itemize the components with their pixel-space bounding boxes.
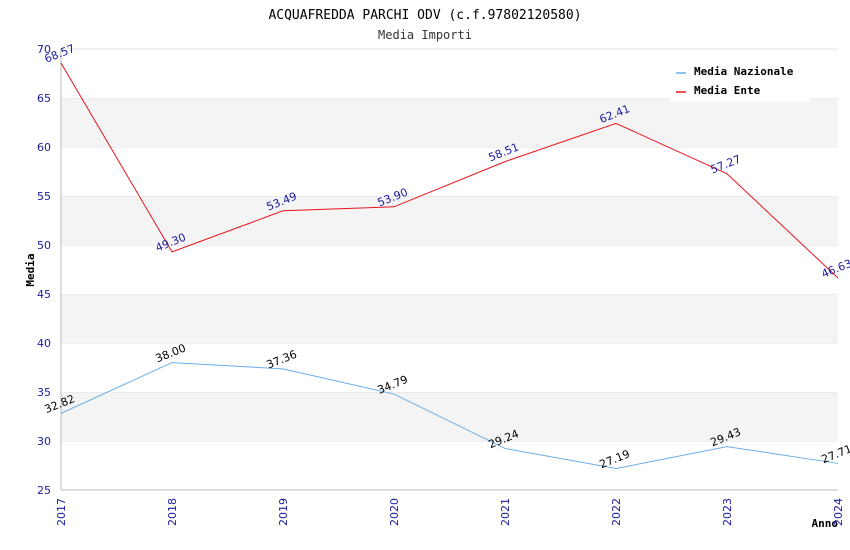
series-lines [60, 62, 839, 470]
grid-band [61, 98, 838, 147]
x-tick-label: 2017 [55, 498, 68, 526]
grid-band [61, 147, 838, 196]
y-tick-labels: 25 30 35 40 45 50 55 60 65 70 [37, 43, 51, 497]
grid-band [61, 343, 838, 392]
grid-band [61, 441, 838, 490]
y-axis-label: Media [24, 253, 37, 286]
series-line-media-ente [60, 62, 839, 279]
grid-band [61, 294, 838, 343]
y-tick-label: 50 [37, 239, 51, 252]
y-tick-label: 45 [37, 288, 51, 301]
axes [60, 49, 838, 491]
x-tick-label: 2022 [610, 498, 623, 526]
x-tick-label: 2018 [166, 498, 179, 526]
x-tick-label: 2023 [721, 498, 734, 526]
legend-box [670, 60, 810, 102]
grid-band [61, 196, 838, 245]
chart-subtitle: Media Importi [378, 28, 472, 42]
x-tick-label: 2024 [832, 498, 845, 526]
x-axis-label: Anno [812, 517, 839, 530]
x-tick-label: 2019 [277, 498, 290, 526]
chart-title: ACQUAFREDDA PARCHI ODV (c.f.97802120580) [268, 8, 581, 23]
legend-label-media-nazionale: Media Nazionale [694, 65, 794, 78]
y-tick-label: 40 [37, 337, 51, 350]
y-tick-label: 35 [37, 386, 51, 399]
y-tick-label: 70 [37, 43, 51, 56]
y-tick-label: 30 [37, 435, 51, 448]
grid-band [61, 245, 838, 294]
legend-label-media-ente: Media Ente [694, 84, 761, 97]
x-tick-label: 2021 [499, 498, 512, 526]
y-tick-label: 65 [37, 92, 51, 105]
y-tick-label: 25 [37, 484, 51, 497]
x-tick-label: 2020 [388, 498, 401, 526]
y-tick-label: 55 [37, 190, 51, 203]
legend: Media Nazionale Media Ente [670, 60, 810, 102]
x-tick-labels: 2017 2018 2019 2020 2021 2022 2023 2024 [55, 498, 845, 526]
grid-bands [61, 48, 838, 490]
grid-band [61, 392, 838, 441]
series-line-media-nazionale [60, 362, 839, 470]
y-tick-label: 60 [37, 141, 51, 154]
